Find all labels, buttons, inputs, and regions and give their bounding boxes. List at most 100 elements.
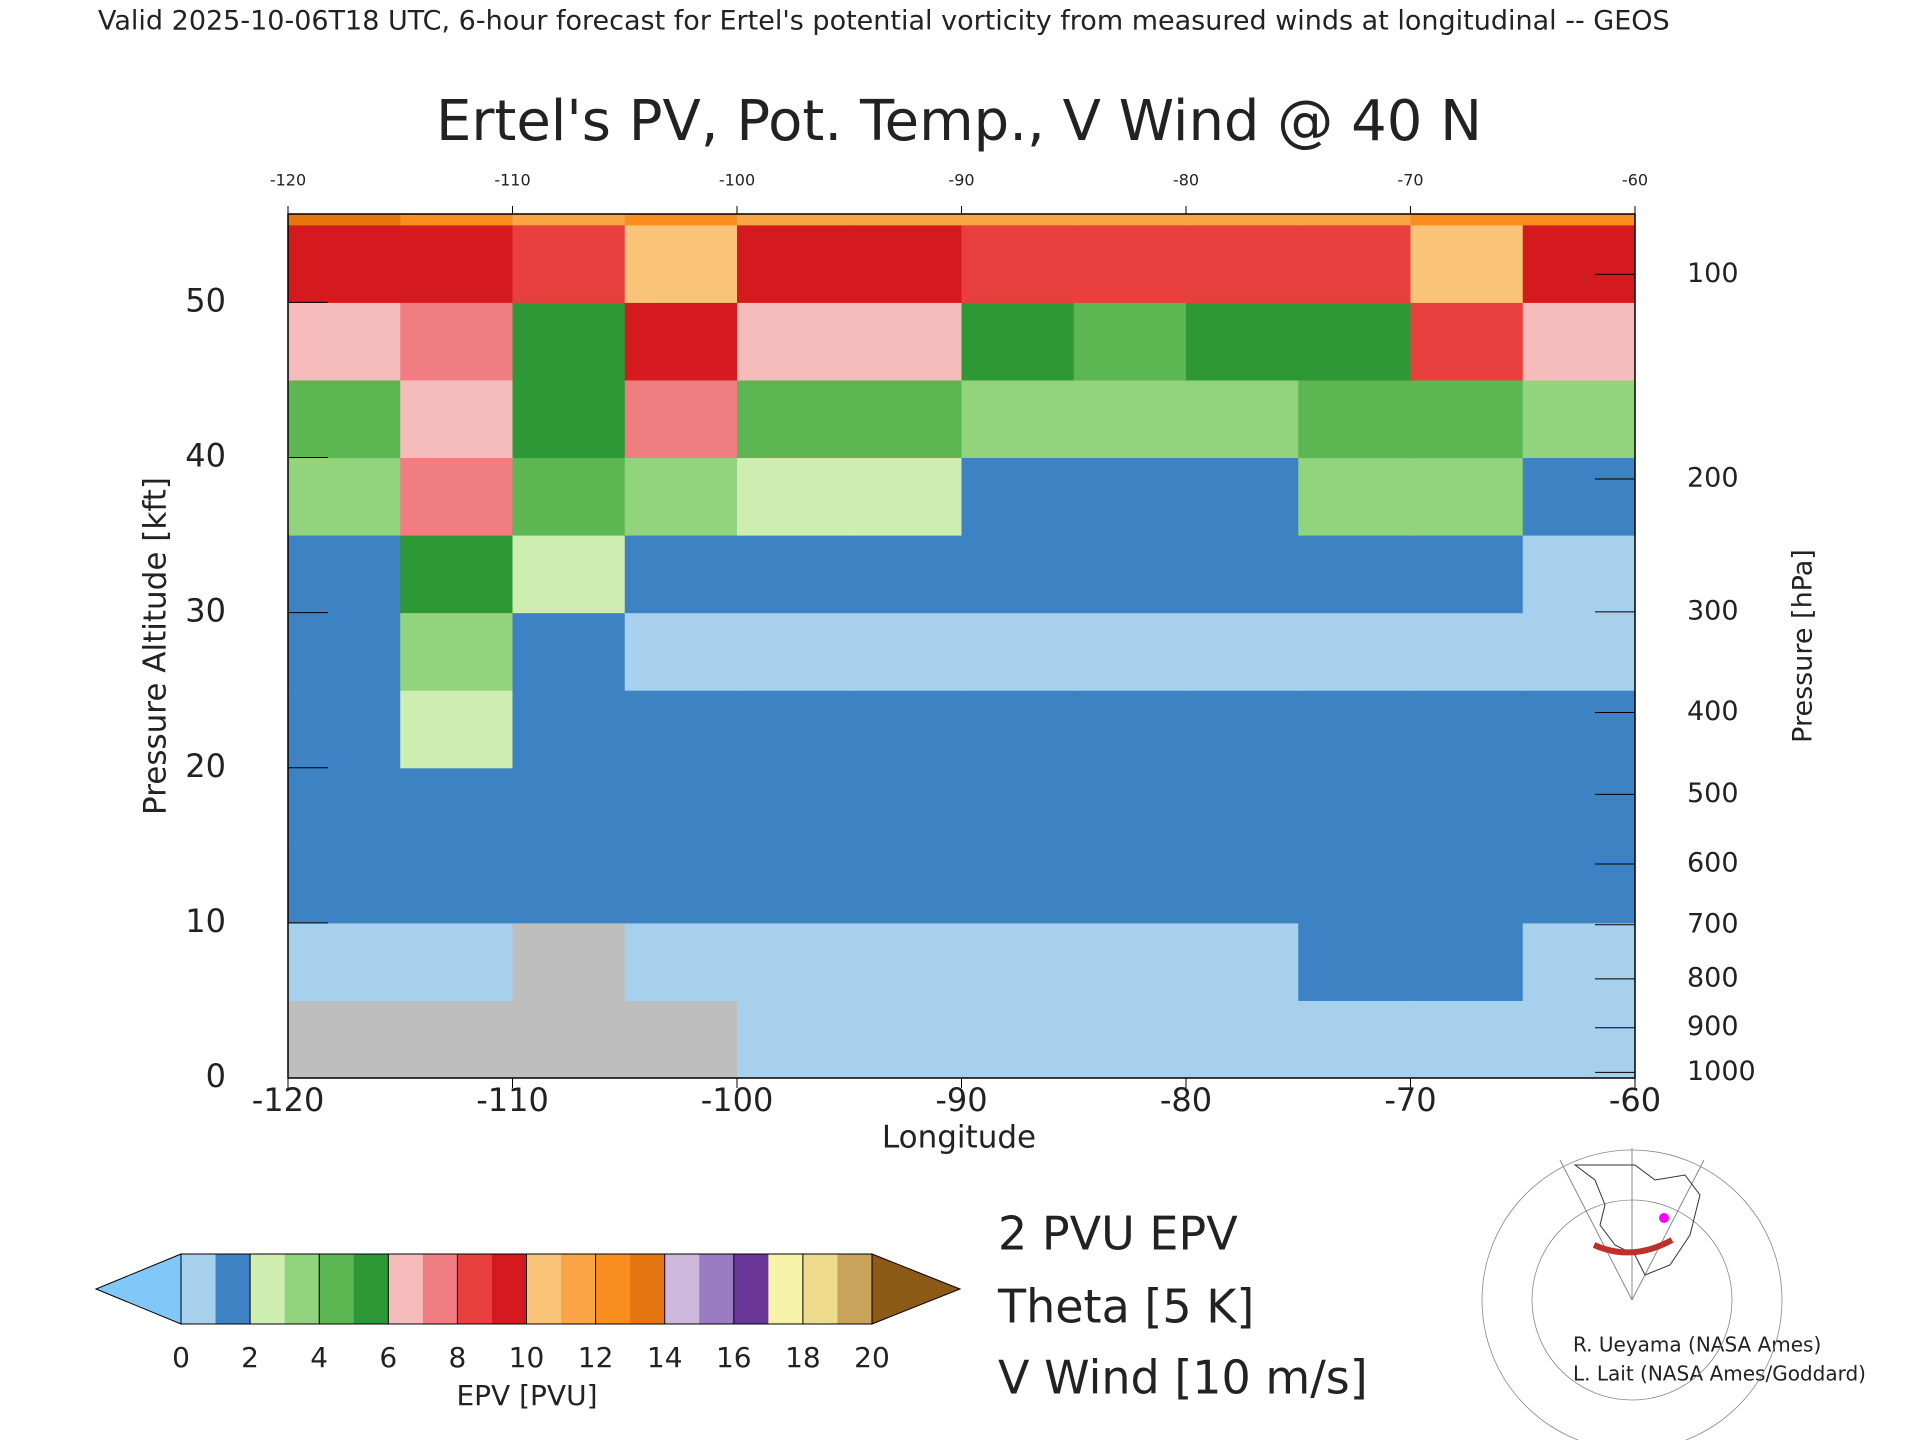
- y2-tick-label: 500: [1687, 778, 1739, 809]
- cell: [1073, 214, 1187, 226]
- colorbar-swatch: [802, 1254, 838, 1324]
- cell: [849, 379, 962, 459]
- cell: [288, 379, 401, 459]
- cell: [737, 379, 850, 459]
- colorbar-swatch: [630, 1254, 666, 1324]
- cell: [1522, 612, 1635, 691]
- y2-tick-label: 600: [1687, 848, 1739, 879]
- cell: [1186, 612, 1299, 691]
- cell: [1073, 690, 1187, 769]
- cell: [849, 845, 962, 924]
- cell: [1073, 922, 1187, 1001]
- cell: [288, 612, 401, 691]
- colorbar-swatch: [353, 1254, 389, 1324]
- cell: [1186, 922, 1299, 1001]
- x-top-tick-label: -70: [1397, 171, 1423, 190]
- cell: [288, 214, 401, 226]
- y-axis-label: Pressure Altitude [kft]: [138, 477, 174, 815]
- colorbar-under: [94, 1253, 182, 1325]
- cell: [737, 302, 850, 381]
- colorbar-swatch: [181, 1254, 217, 1324]
- cell: [1186, 224, 1299, 303]
- cell: [400, 224, 513, 303]
- cell: [849, 457, 962, 536]
- cell: [1073, 302, 1187, 381]
- colorbar-swatch: [491, 1254, 527, 1324]
- colorbar-swatch: [664, 1254, 700, 1324]
- colorbar-tick-label: 2: [241, 1341, 259, 1374]
- cell: [1410, 612, 1524, 691]
- colorbar-swatch: [215, 1254, 251, 1324]
- cell: [849, 214, 962, 226]
- legend-theta: Theta [5 K]: [997, 1280, 1254, 1334]
- cell: [512, 224, 626, 303]
- cell: [400, 612, 513, 691]
- cell: [1186, 535, 1299, 614]
- cell: [1410, 922, 1524, 1001]
- cell: [1522, 767, 1635, 846]
- cell: [624, 612, 738, 691]
- cell: [961, 457, 1075, 536]
- colorbar-tick-label: 12: [578, 1341, 614, 1374]
- colorbar-over: [871, 1253, 962, 1325]
- cell: [1410, 1000, 1524, 1078]
- cell: [1186, 302, 1299, 381]
- colorbar-swatch: [319, 1254, 355, 1324]
- cell: [1522, 302, 1635, 381]
- cell: [737, 922, 850, 1001]
- cell: [849, 690, 962, 769]
- cell: [849, 612, 962, 691]
- cell: [961, 767, 1075, 846]
- colorbar-tick-label: 8: [448, 1341, 466, 1374]
- cell: [737, 457, 850, 536]
- y-tick-label: 50: [185, 281, 226, 319]
- cell: [400, 1000, 513, 1078]
- cell: [512, 302, 626, 381]
- cell: [1298, 224, 1411, 303]
- cell: [1298, 379, 1411, 459]
- cell: [1410, 845, 1524, 924]
- y2-tick-label: 800: [1687, 962, 1739, 993]
- cell: [1522, 224, 1635, 303]
- cell: [1522, 535, 1635, 614]
- cell: [624, 1000, 738, 1078]
- colorbar-tick-label: 10: [509, 1341, 545, 1374]
- cell: [1410, 535, 1524, 614]
- cell: [1522, 379, 1635, 459]
- colorbar-tick-label: 18: [785, 1341, 821, 1374]
- field: [288, 214, 1635, 1078]
- colorbar-tick-label: 0: [172, 1341, 190, 1374]
- cell: [1073, 535, 1187, 614]
- colorbar-swatch: [250, 1254, 286, 1324]
- cell: [288, 1000, 401, 1078]
- colorbar-swatch: [388, 1254, 424, 1324]
- cell: [961, 214, 1075, 226]
- cell: [400, 690, 513, 769]
- cell: [400, 845, 513, 924]
- cell: [1410, 457, 1524, 536]
- cell: [1073, 767, 1187, 846]
- colorbar-swatch: [457, 1254, 493, 1324]
- cell: [512, 1000, 626, 1078]
- colorbar-swatch: [422, 1254, 458, 1324]
- y2-tick-label: 700: [1687, 908, 1739, 939]
- cell: [849, 535, 962, 614]
- cell: [400, 214, 513, 226]
- cell: [961, 1000, 1075, 1078]
- y2-tick-label: 100: [1687, 258, 1739, 289]
- y2-tick-label: 400: [1687, 696, 1739, 727]
- colorbar-swatch: [733, 1254, 769, 1324]
- cell: [288, 767, 401, 846]
- cell: [1410, 224, 1524, 303]
- x-tick-label: -60: [1609, 1081, 1661, 1119]
- cell: [961, 690, 1075, 769]
- locator-map: [1481, 1148, 1783, 1440]
- cell: [512, 922, 626, 1001]
- x-top-tick-label: -90: [948, 171, 974, 190]
- colorbar-tick-label: 16: [716, 1341, 752, 1374]
- cell: [512, 767, 626, 846]
- cell: [288, 845, 401, 924]
- cell: [288, 457, 401, 536]
